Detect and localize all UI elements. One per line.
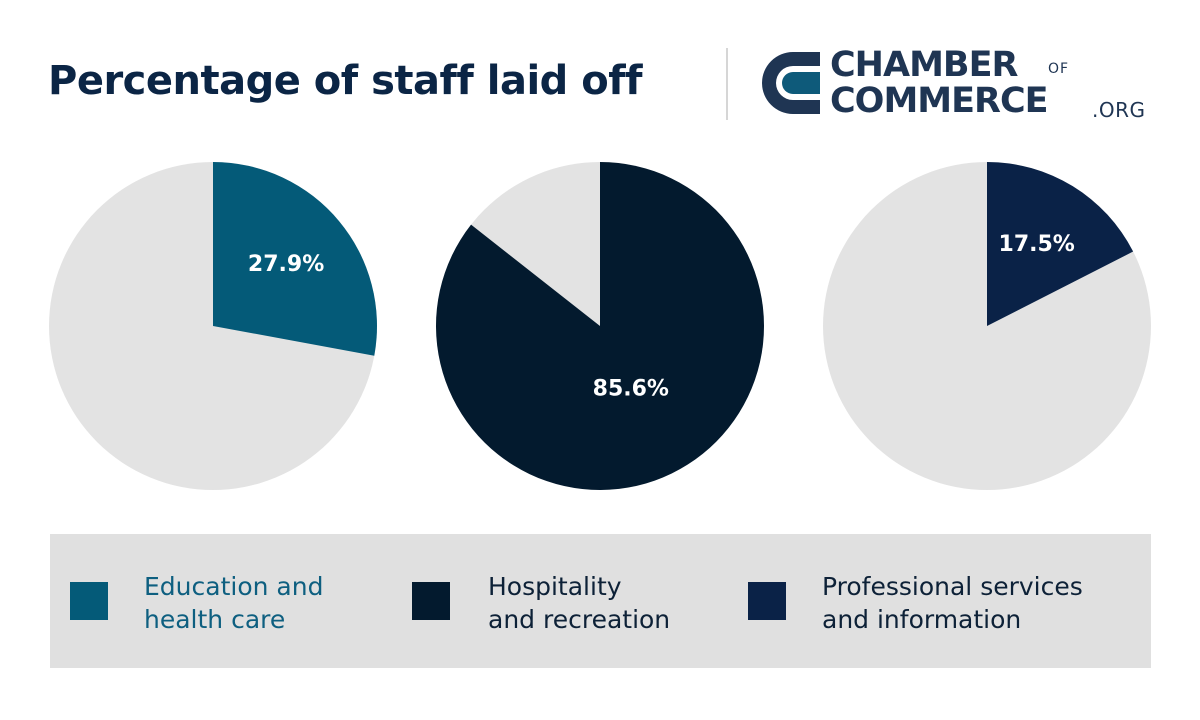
legend-label-line2: and recreation <box>488 605 671 634</box>
legend-label-line2: and information <box>822 605 1022 634</box>
pie-label-education: 27.9% <box>248 252 324 277</box>
logo-word-org: .ORG <box>1092 98 1146 122</box>
legend-label-line1: Education and <box>144 572 324 601</box>
logo-word-commerce: COMMERCE <box>830 81 1049 121</box>
chamber-of-commerce-logo: CHAMBER OF COMMERCE .ORG <box>762 48 1162 124</box>
legend-label-line2: health care <box>144 605 286 634</box>
legend-swatch-hospitality <box>412 582 450 620</box>
pie-label-professional: 17.5% <box>999 232 1075 257</box>
legend-label-line1: Hospitality <box>488 572 622 601</box>
pie-slice-professional <box>987 162 1134 326</box>
legend-swatch-education <box>70 582 108 620</box>
legend-label-education: Education and health care <box>144 570 323 636</box>
logo-word-chamber: CHAMBER <box>830 45 1018 85</box>
legend-swatch-professional <box>748 582 786 620</box>
header-divider <box>726 48 728 120</box>
chamber-c-mark-icon <box>762 52 820 114</box>
legend-label-hospitality: Hospitality and recreation <box>488 570 670 636</box>
chart-title: Percentage of staff laid off <box>48 58 643 104</box>
logo-word-of: OF <box>1048 61 1070 77</box>
legend: Education and health care Hospitality an… <box>50 534 1151 668</box>
legend-label-line1: Professional services <box>822 572 1083 601</box>
pie-slice-education <box>213 162 377 356</box>
legend-label-professional: Professional services and information <box>822 570 1083 636</box>
pie-label-hospitality: 85.6% <box>593 376 669 401</box>
pie-charts: 27.9% 85.6% 17.5% <box>49 162 1151 490</box>
pie-slice-hospitality <box>435 162 764 490</box>
